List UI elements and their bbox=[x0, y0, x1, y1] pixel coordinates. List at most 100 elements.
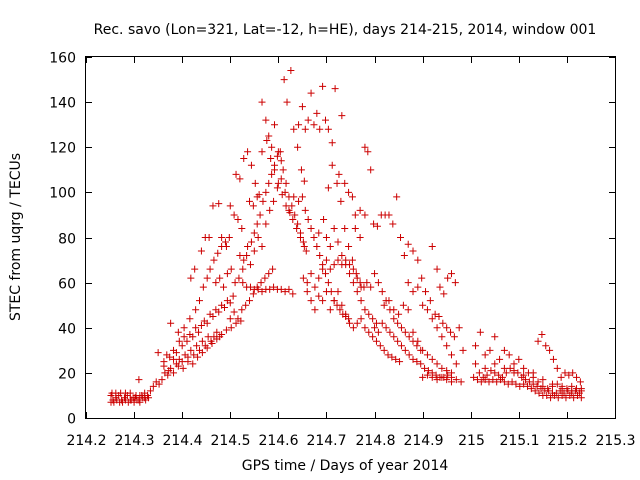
data-point bbox=[443, 342, 451, 350]
data-point bbox=[369, 333, 377, 341]
data-point bbox=[236, 252, 244, 260]
data-point bbox=[510, 369, 518, 377]
data-point bbox=[500, 364, 508, 372]
data-point bbox=[334, 238, 342, 246]
data-point bbox=[364, 148, 372, 156]
data-point bbox=[282, 202, 290, 210]
data-point bbox=[349, 279, 357, 287]
data-point bbox=[413, 358, 421, 366]
data-point bbox=[160, 362, 168, 370]
data-point bbox=[459, 346, 467, 354]
data-point bbox=[520, 380, 528, 388]
data-point bbox=[178, 342, 186, 350]
data-point bbox=[361, 211, 369, 219]
data-point bbox=[187, 346, 195, 354]
data-point bbox=[401, 328, 409, 336]
data-point bbox=[447, 328, 455, 336]
data-point bbox=[250, 229, 258, 237]
data-point bbox=[444, 274, 452, 282]
data-point bbox=[238, 306, 246, 314]
data-point bbox=[290, 125, 298, 133]
data-point bbox=[365, 328, 373, 336]
data-point bbox=[561, 369, 569, 377]
y-tick-label: 20 bbox=[58, 367, 76, 383]
data-point bbox=[568, 382, 576, 390]
data-point bbox=[126, 389, 134, 397]
data-point bbox=[334, 288, 342, 296]
data-point bbox=[236, 175, 244, 183]
data-point bbox=[356, 206, 364, 214]
data-point bbox=[186, 315, 194, 323]
data-point bbox=[154, 349, 162, 357]
data-point bbox=[392, 355, 400, 363]
x-tick-label: 214.7 bbox=[306, 433, 346, 449]
data-point bbox=[271, 121, 279, 129]
data-point bbox=[222, 243, 230, 251]
data-point bbox=[497, 376, 505, 384]
data-point bbox=[504, 380, 512, 388]
data-point bbox=[370, 220, 378, 228]
data-point bbox=[243, 252, 251, 260]
data-point bbox=[285, 285, 293, 293]
data-point bbox=[352, 270, 360, 278]
data-point bbox=[269, 265, 277, 273]
data-point bbox=[378, 288, 386, 296]
data-point bbox=[259, 197, 267, 205]
data-point bbox=[277, 285, 285, 293]
data-point bbox=[277, 175, 285, 183]
data-point bbox=[516, 382, 524, 390]
y-tick-label: 60 bbox=[58, 277, 76, 293]
data-point bbox=[304, 116, 312, 124]
data-point bbox=[570, 394, 578, 402]
data-point bbox=[419, 373, 427, 381]
data-point bbox=[205, 234, 213, 241]
data-point bbox=[369, 315, 377, 323]
data-point bbox=[307, 224, 315, 232]
data-point bbox=[209, 312, 217, 320]
data-point bbox=[203, 344, 211, 352]
data-point bbox=[257, 279, 265, 287]
x-tick-label: 215 bbox=[458, 433, 485, 449]
y-tick-label: 120 bbox=[49, 141, 76, 157]
data-point bbox=[382, 324, 390, 332]
data-point bbox=[384, 351, 392, 359]
data-point bbox=[496, 355, 504, 363]
data-point bbox=[539, 376, 547, 384]
data-point bbox=[322, 288, 330, 296]
data-point bbox=[433, 376, 441, 384]
data-point bbox=[258, 98, 266, 106]
data-point bbox=[423, 351, 431, 359]
data-point bbox=[331, 85, 339, 93]
data-point bbox=[131, 394, 139, 402]
data-point bbox=[267, 155, 275, 163]
data-point bbox=[527, 385, 535, 393]
data-point bbox=[240, 155, 248, 163]
data-point bbox=[399, 301, 407, 309]
data-point bbox=[397, 324, 405, 332]
data-point bbox=[413, 342, 421, 350]
data-point bbox=[271, 166, 279, 174]
x-tick-label: 214.5 bbox=[210, 433, 250, 449]
data-point bbox=[565, 371, 573, 379]
data-point bbox=[319, 82, 327, 90]
data-point bbox=[226, 202, 234, 210]
data-point bbox=[342, 261, 350, 269]
data-point bbox=[249, 290, 257, 298]
data-point bbox=[520, 371, 528, 379]
data-point bbox=[158, 376, 166, 384]
data-point bbox=[428, 355, 436, 363]
data-point bbox=[265, 179, 273, 187]
data-point bbox=[414, 256, 422, 264]
data-point bbox=[423, 306, 431, 314]
data-point bbox=[315, 229, 323, 237]
data-point bbox=[247, 161, 255, 169]
data-point bbox=[554, 394, 562, 402]
data-point bbox=[356, 234, 364, 241]
data-point bbox=[262, 116, 270, 124]
data-point bbox=[515, 355, 523, 363]
x-tick-label: 214.8 bbox=[355, 433, 395, 449]
data-point bbox=[481, 351, 489, 359]
data-point bbox=[487, 367, 495, 375]
data-point bbox=[174, 328, 182, 336]
data-point bbox=[225, 234, 233, 241]
